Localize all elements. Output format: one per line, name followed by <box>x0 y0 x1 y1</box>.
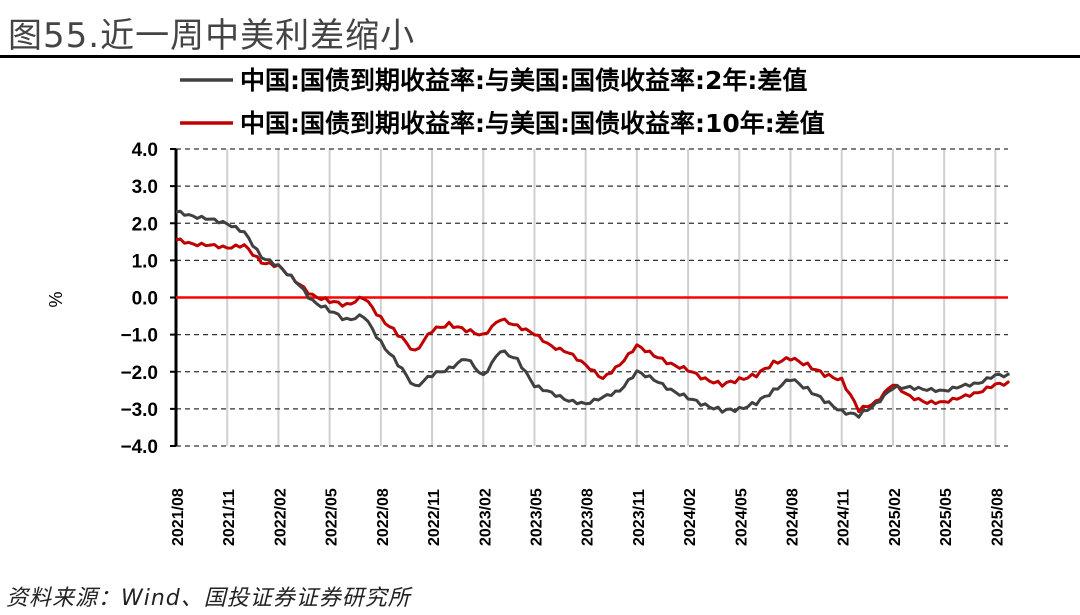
x-tick-label: 2021/08 <box>170 488 187 546</box>
series-line <box>175 209 1010 419</box>
y-axis-label: % <box>46 291 66 307</box>
x-tick-label: 2022/05 <box>324 488 341 546</box>
x-tick-label: 2025/08 <box>989 488 1006 546</box>
legend-label: 中国:国债到期收益率:与美国:国债收益率:10年:差值 <box>240 109 825 138</box>
y-tick-label: −3.0 <box>120 400 158 421</box>
x-tick-label: 2023/08 <box>580 488 597 546</box>
x-tick-label: 2024/02 <box>682 488 699 546</box>
x-tick-label: 2023/02 <box>477 488 494 546</box>
y-tick-label: 2.0 <box>132 214 158 235</box>
x-tick-label: 2021/11 <box>221 489 238 546</box>
x-tick-label: 2024/11 <box>836 489 853 546</box>
x-tick-label: 2025/05 <box>938 488 955 546</box>
x-tick-label: 2022/11 <box>426 489 443 546</box>
x-tick-label: 2022/08 <box>375 488 392 546</box>
y-tick-label: −4.0 <box>120 437 158 458</box>
x-tick-label: 2023/05 <box>528 488 545 546</box>
y-tick-label: 4.0 <box>132 140 158 161</box>
title-divider <box>0 55 1080 58</box>
source-note: 资料来源：Wind、国投证券证券研究所 <box>6 586 411 611</box>
y-tick-label: 3.0 <box>132 177 158 198</box>
x-tick-label: 2025/02 <box>887 488 904 546</box>
y-tick-label: 1.0 <box>132 251 158 272</box>
y-tick-label: 0.0 <box>132 289 158 310</box>
x-tick-label: 2024/05 <box>733 488 750 546</box>
y-tick-label: −1.0 <box>120 326 158 347</box>
x-tick-label: 2022/02 <box>272 488 289 546</box>
legend-label: 中国:国债到期收益率:与美国:国债收益率:2年:差值 <box>240 66 807 95</box>
x-tick-label: 2024/08 <box>785 488 802 546</box>
y-tick-label: −2.0 <box>120 363 158 384</box>
series-line <box>175 237 1010 414</box>
figure-title: 图55.近一周中美利差缩小 <box>8 16 416 56</box>
x-tick-label: 2023/11 <box>631 489 648 546</box>
